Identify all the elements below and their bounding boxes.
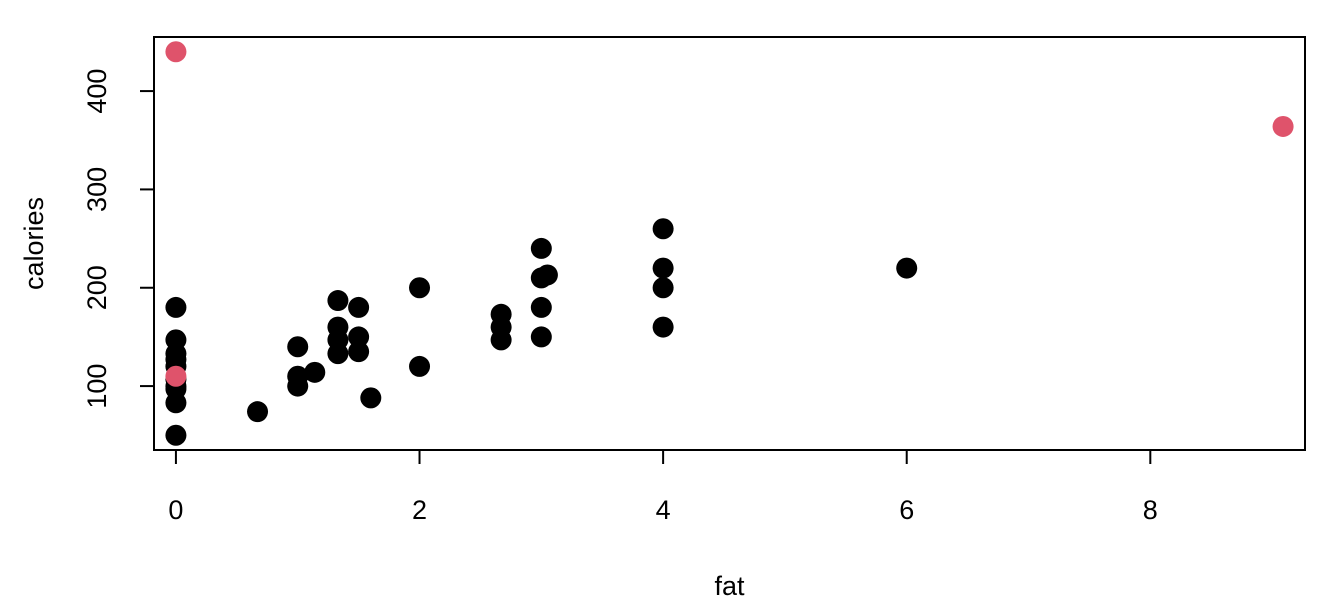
x-tick-label: 4 [656, 495, 671, 525]
data-point [287, 365, 309, 387]
data-point [896, 257, 918, 279]
highlight-data-point [165, 41, 187, 63]
y-tick-label: 100 [82, 364, 112, 409]
data-point [530, 296, 552, 318]
y-tick-label: 400 [82, 69, 112, 114]
points-layer [165, 41, 1294, 446]
data-point [348, 296, 370, 318]
plot-frame [153, 36, 1306, 451]
data-point [530, 237, 552, 259]
data-point [409, 355, 431, 377]
data-point [652, 316, 674, 338]
x-tick-label: 8 [1143, 495, 1158, 525]
data-point [490, 303, 512, 325]
data-point [165, 329, 187, 351]
data-point [327, 316, 349, 338]
data-point [165, 424, 187, 446]
data-point [536, 264, 558, 286]
highlight-data-point [165, 365, 187, 387]
x-tick-label: 2 [412, 495, 427, 525]
data-point [247, 401, 269, 423]
highlight-data-point [1272, 115, 1294, 137]
y-axis: 100 200 300 400 [82, 69, 155, 409]
data-point [530, 326, 552, 348]
data-point [348, 326, 370, 348]
data-point [304, 361, 326, 383]
x-axis: 0 2 4 6 8 [168, 449, 1158, 525]
data-point [652, 257, 674, 279]
y-tick-label: 200 [82, 265, 112, 310]
y-tick-label: 300 [82, 167, 112, 212]
x-tick-label: 6 [899, 495, 914, 525]
x-tick-label: 0 [168, 495, 183, 525]
data-point [165, 296, 187, 318]
x-axis-title: fat [714, 571, 745, 601]
data-point [348, 341, 370, 363]
data-point [287, 336, 309, 358]
y-axis-title: calories [19, 197, 49, 290]
data-point [652, 277, 674, 299]
data-point [327, 290, 349, 312]
data-point [409, 277, 431, 299]
data-point [360, 387, 382, 409]
data-point [652, 218, 674, 240]
